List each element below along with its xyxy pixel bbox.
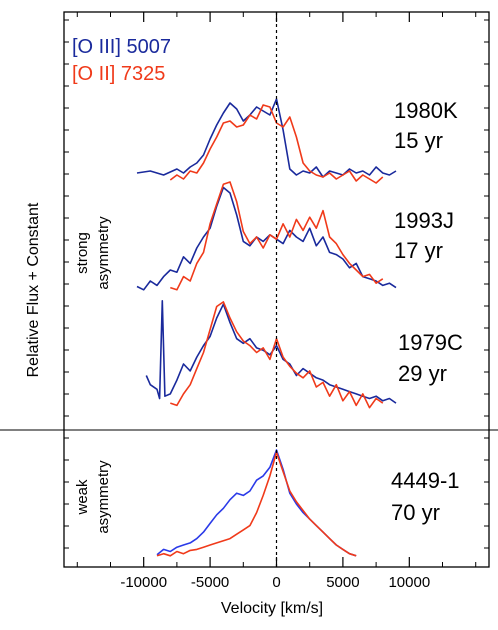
axis-ticks [64,12,489,567]
panel-age-4449-1: 70 yr [391,500,440,525]
y-axis-title: Relative Flux + Constant [25,202,42,377]
series-line-1993j-oii [170,181,384,291]
x-tick-label: -10000 [120,574,167,591]
group-label-strong: strong [74,232,91,274]
legend-entry-oiii: [O III] 5007 [72,36,171,58]
x-tick-label: 10000 [388,574,430,591]
panel-label-4449-1: 4449-1 [391,468,460,493]
group-label-weak-2: asymmetry [95,460,112,534]
group-label-strong-2: asymmetry [95,216,112,290]
series-line-4449-1-oii [156,451,357,557]
series-line-1979c-oiii [145,299,397,404]
x-tick-labels: -10000 -5000 0 5000 10000 [120,574,430,591]
panel-label-1979c: 1979C [398,330,463,355]
x-axis-title: Velocity [km/s] [221,600,323,617]
x-tick-label: -5000 [191,574,229,591]
panel-label-1993j: 1993J [394,208,454,233]
legend-entry-oii: [O II] 7325 [72,63,165,85]
panel-age-1979c: 29 yr [398,361,447,386]
panel-age-1980k: 15 yr [394,128,443,153]
group-label-weak: weak [74,479,91,516]
panel-age-1993j: 17 yr [394,238,443,263]
x-tick-label: 0 [272,574,280,591]
x-tick-label: 5000 [326,574,359,591]
panel-label-1980k: 1980K [394,98,458,123]
